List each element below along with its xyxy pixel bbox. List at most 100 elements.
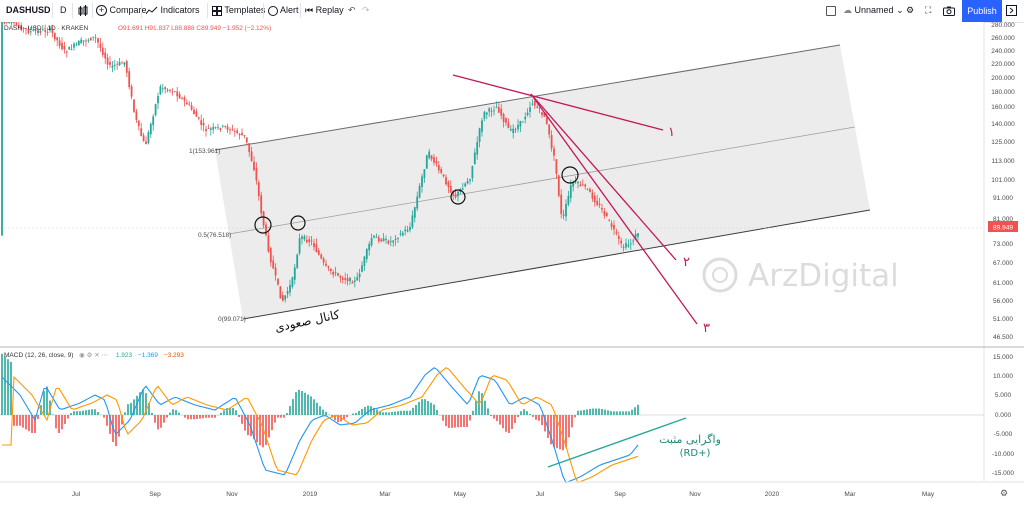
chart-canvas[interactable]: 1(153.961) 0.5(76.518) 0(99.071) ۱ ۲ ۳ ک…: [0, 22, 1024, 503]
macd-hist-bar: [142, 390, 144, 415]
candle-body: [541, 112, 543, 115]
price-tick-label: 280.000: [991, 22, 1015, 29]
alert-button[interactable]: Alert: [268, 0, 299, 21]
macd-hist-bar: [466, 415, 468, 427]
candle-body: [239, 134, 241, 135]
macd-hist-bar: [238, 415, 240, 417]
price-axis[interactable]: 280.000260.000240.000220.000200.000180.0…: [991, 22, 1015, 341]
signal-line[interactable]: [2, 368, 638, 483]
legend-eye-icon[interactable]: ◉ ⚙ ✕ ⋯: [79, 352, 108, 359]
candle-body: [476, 142, 478, 154]
candle-body: [400, 233, 402, 234]
macd-hist-bar: [454, 415, 456, 428]
candle-body: [212, 127, 214, 129]
interval-button[interactable]: D: [60, 0, 67, 21]
candle-body: [318, 250, 320, 254]
layout-name-button[interactable]: ☁ Unnamed ⌄: [843, 0, 904, 21]
symbol-search[interactable]: DASHUSD: [6, 0, 51, 21]
candle-body: [395, 239, 397, 240]
macd-hist-bar: [289, 406, 291, 415]
candle-body: [359, 274, 361, 278]
macd-hist-bar: [169, 413, 171, 415]
macd-line[interactable]: [2, 368, 638, 483]
templates-button[interactable]: Templates: [212, 0, 265, 21]
candle-body: [469, 179, 471, 181]
indicators-button[interactable]: Indicators: [146, 0, 200, 21]
candle-body: [193, 110, 195, 114]
redo-icon[interactable]: ↷: [362, 0, 370, 21]
macd-hist-bar: [598, 409, 600, 415]
candle-body: [424, 169, 426, 178]
macd-hist-bar: [355, 413, 357, 415]
candle-body: [592, 193, 594, 199]
macd-hist-bar: [613, 411, 615, 415]
candle-body: [421, 177, 423, 187]
macd-hist-bar: [604, 410, 606, 415]
camera-icon[interactable]: [943, 0, 955, 21]
price-tick-label: 73.000: [993, 241, 1013, 248]
symbol-legend[interactable]: DASH · USD · 1D · KRAKEN: [4, 25, 88, 32]
candle-body: [570, 185, 572, 198]
candle-body: [270, 248, 272, 262]
macd-hist-bar: [4, 357, 6, 416]
watermark-text: ArzDigital: [748, 258, 899, 294]
undo-icon[interactable]: ↶: [348, 0, 356, 21]
candle-body: [268, 235, 270, 251]
candle-body: [337, 273, 339, 275]
macd-tick-label: 10.000: [993, 373, 1013, 380]
candle-body: [90, 38, 92, 41]
macd-hist-bar: [301, 391, 303, 415]
candle-body: [380, 239, 382, 241]
macd-hist-bar: [172, 409, 174, 415]
macd-hist-bar: [529, 414, 531, 415]
candle-body: [287, 291, 289, 294]
candle-body: [340, 276, 342, 278]
candle-body: [116, 64, 118, 65]
candle-body: [419, 186, 421, 198]
candle-body: [556, 159, 558, 174]
candle-body: [503, 114, 505, 122]
macd-hist-bar: [346, 415, 348, 417]
macd-legend[interactable]: MACD (12, 26, close, 9) ◉ ⚙ ✕ ⋯ 1.923 −1…: [4, 351, 184, 359]
divergence-label: واگرایی مثبت: [659, 433, 721, 446]
macd-hist-bar: [628, 411, 630, 415]
settings-icon[interactable]: ⚙: [906, 0, 914, 21]
chart-area[interactable]: 1(153.961) 0.5(76.518) 0(99.071) ۱ ۲ ۳ ک…: [0, 22, 1024, 503]
macd-tick-label: 0.000: [995, 412, 1012, 419]
publish-button[interactable]: Publish: [962, 0, 1002, 22]
candle-body: [241, 133, 243, 135]
candle-body: [155, 104, 157, 115]
macd-histogram[interactable]: [1, 354, 639, 451]
price-tick-label: 160.000: [991, 104, 1015, 111]
candle-body: [126, 61, 128, 73]
macd-axis[interactable]: 15.00010.0005.0000.000-5.000-10.000-15.0…: [992, 354, 1014, 477]
multi-chart-checkbox[interactable]: [826, 0, 836, 21]
macd-tick-label: 15.000: [993, 354, 1013, 361]
macd-hist-bar: [52, 414, 54, 415]
candle-body: [385, 239, 387, 240]
compare-button[interactable]: + Compare: [96, 0, 147, 21]
macd-hist-bar: [526, 411, 528, 415]
right-panel-toggle-icon[interactable]: [1006, 0, 1017, 21]
macd-hist-bar: [106, 415, 108, 426]
macd-hist-bar: [586, 409, 588, 415]
macd-hist-bar: [211, 415, 213, 418]
macd-hist-bar: [1, 354, 3, 415]
macd-hist-bar: [433, 405, 435, 415]
candle-body: [176, 92, 178, 97]
replay-button[interactable]: ⏮ Replay: [305, 0, 344, 21]
chart-type-icon[interactable]: [78, 0, 88, 21]
candle-body: [404, 230, 406, 232]
settings-gear-icon[interactable]: ⚙: [1000, 488, 1008, 498]
fullscreen-icon[interactable]: ⛶: [925, 0, 931, 21]
macd-hist-bar: [322, 410, 324, 415]
macd-hist-bar: [631, 410, 633, 415]
macd-hist-bar: [568, 415, 570, 437]
candle-body: [613, 225, 615, 229]
macd-hist-bar: [358, 411, 360, 415]
price-tick-label: 101.000: [991, 177, 1015, 184]
candle-body: [68, 47, 70, 50]
candle-body: [409, 227, 411, 230]
macd-hist-bar: [199, 415, 201, 419]
